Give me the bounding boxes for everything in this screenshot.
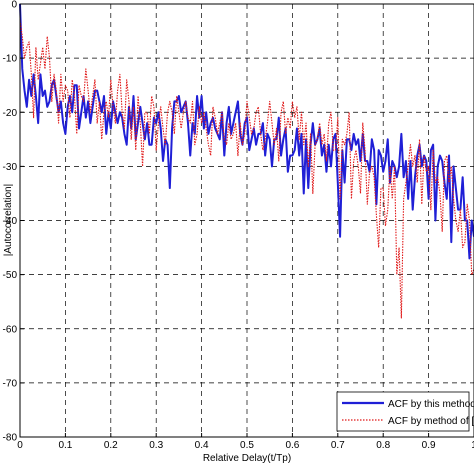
legend-label-series-1: ACF by this method: [388, 399, 474, 410]
legend-label-series-2: ACF by method of [2]: [388, 416, 474, 427]
x-tick-label: 0.8: [376, 440, 390, 451]
x-tick-label: 0.3: [149, 440, 163, 451]
y-tick-label: -30: [3, 162, 18, 173]
y-tick-label: -80: [3, 433, 18, 444]
grid: [20, 4, 474, 437]
x-tick-label: 0.1: [58, 440, 72, 451]
legend-box: [336, 391, 470, 432]
x-tick-label: 0: [17, 440, 23, 451]
series-group: [19, 3, 474, 319]
x-tick-label: 0.4: [195, 440, 209, 451]
axis-ticks: 0 0.1 0.2 0.3 0.4 0.5 0.6 0.7 0.8 0.9 1 0 -10 -20 -30 -…: [3, 0, 474, 451]
y-tick-label: -10: [3, 54, 18, 65]
x-axis-label: Relative Delay(t/Tp): [203, 453, 291, 464]
y-tick-label: -60: [3, 324, 18, 335]
x-tick-label: 0.7: [331, 440, 345, 451]
y-tick-label: 0: [11, 0, 17, 11]
y-tick-label: -40: [3, 216, 18, 227]
x-tick-label: 0.9: [422, 440, 436, 451]
legend: ACF by this method ACF by method of [2]: [336, 391, 474, 432]
x-tick-label: 1: [471, 440, 474, 451]
y-tick-label: -50: [3, 270, 18, 281]
series-line-2: [19, 20, 474, 319]
x-tick-label: 0.6: [285, 440, 299, 451]
y-tick-label: -70: [3, 378, 18, 389]
x-tick-label: 0.2: [104, 440, 118, 451]
x-tick-label: 0.5: [240, 440, 254, 451]
y-tick-label: -20: [3, 108, 18, 119]
y-axis-label: |Autocorrelation|: [3, 184, 14, 256]
